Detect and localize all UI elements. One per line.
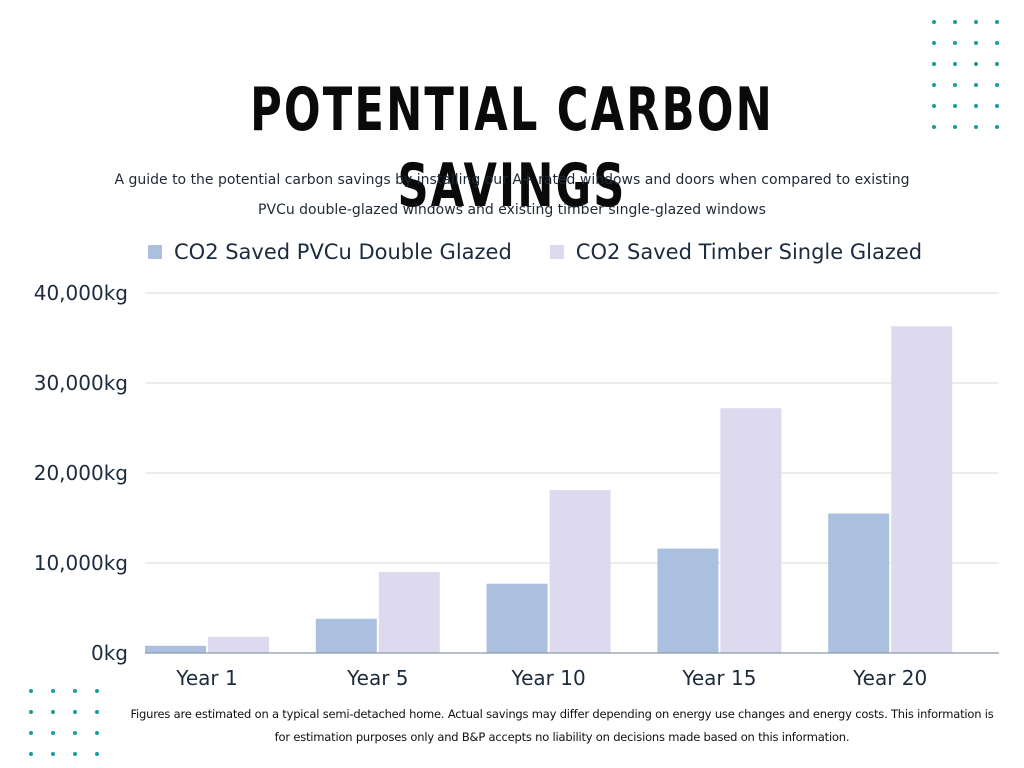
decorative-dot — [932, 125, 936, 129]
legend-item-timber: CO2 Saved Timber Single Glazed — [549, 240, 923, 264]
decorative-dot — [29, 710, 33, 714]
bar-timber-single-glazed — [378, 572, 440, 653]
footnote-line-2: for estimation purposes only and B&P acc… — [274, 730, 850, 744]
decorative-dot — [974, 41, 978, 45]
y-tick-label: 40,000kg — [34, 281, 128, 305]
decorative-dot — [953, 62, 957, 66]
decorative-dot — [51, 689, 55, 693]
decorative-dot — [974, 104, 978, 108]
bar-timber-single-glazed — [720, 408, 782, 653]
x-tick-label: Year 20 — [852, 666, 927, 690]
decorative-dot — [953, 125, 957, 129]
decorative-dot — [995, 125, 999, 129]
decorative-dot — [953, 41, 957, 45]
bar-timber-single-glazed — [208, 636, 269, 653]
decorative-dot — [974, 62, 978, 66]
bar-timber-single-glazed — [549, 490, 611, 653]
subtitle: A guide to the potential carbon savings … — [40, 165, 984, 225]
chart-legend: CO2 Saved PVCu Double Glazed CO2 Saved T… — [148, 240, 960, 264]
y-tick-label: 10,000kg — [34, 551, 128, 575]
decorative-dot — [73, 689, 77, 693]
page-title: POTENTIAL CARBON SAVINGS — [250, 75, 774, 221]
decorative-dot — [974, 83, 978, 87]
y-tick-label: 30,000kg — [34, 371, 128, 395]
bar-pvcu-double-glazed — [145, 645, 206, 653]
bar-timber-single-glazed — [891, 326, 953, 653]
decorative-dot — [29, 689, 33, 693]
footnote-line-1: Figures are estimated on a typical semi-… — [130, 707, 994, 721]
decorative-dot — [29, 752, 33, 756]
decorative-dot — [953, 83, 957, 87]
decorative-dot — [995, 62, 999, 66]
decorative-dot — [51, 731, 55, 735]
decorative-dot — [932, 20, 936, 24]
subtitle-line-2: PVCu double-glazed windows and existing … — [258, 202, 766, 218]
footnote: Figures are estimated on a typical semi-… — [110, 703, 1014, 749]
decorative-dot — [73, 752, 77, 756]
decorative-dot — [974, 125, 978, 129]
y-tick-label: 0kg — [91, 641, 128, 665]
decorative-dot — [73, 731, 77, 735]
decorative-dot — [932, 41, 936, 45]
decorative-dot — [95, 731, 99, 735]
decorative-dot — [95, 752, 99, 756]
decorative-dot — [73, 710, 77, 714]
decorative-dot — [995, 41, 999, 45]
decorative-dot — [29, 731, 33, 735]
bar-pvcu-double-glazed — [828, 513, 890, 653]
legend-item-pvcu: CO2 Saved PVCu Double Glazed — [148, 240, 512, 264]
decorative-dot — [932, 62, 936, 66]
bar-pvcu-double-glazed — [315, 618, 377, 653]
decorative-dot-grid-bottom — [29, 689, 99, 756]
legend-label-timber: CO2 Saved Timber Single Glazed — [575, 240, 923, 264]
x-tick-label: Year 5 — [346, 666, 408, 690]
decorative-dot — [953, 20, 957, 24]
decorative-dot — [995, 20, 999, 24]
x-tick-label: Year 1 — [175, 666, 237, 690]
bar-chart: 0kg 10,000kg 20,000kg 30,000kg 40,000kg Year … — [34, 281, 999, 690]
legend-swatch-timber — [549, 245, 564, 259]
decorative-dot — [95, 689, 99, 693]
subtitle-line-1: A guide to the potential carbon savings … — [114, 172, 910, 188]
decorative-dot — [51, 752, 55, 756]
legend-label-pvcu: CO2 Saved PVCu Double Glazed — [174, 240, 512, 264]
decorative-dot-grid-top — [932, 20, 999, 129]
decorative-dot — [995, 104, 999, 108]
x-tick-label: Year 10 — [511, 666, 586, 690]
decorative-dot — [51, 710, 55, 714]
decorative-dot — [953, 104, 957, 108]
y-tick-label: 20,000kg — [34, 461, 128, 485]
decorative-dot — [995, 83, 999, 87]
decorative-dot — [95, 710, 99, 714]
legend-swatch-pvcu — [148, 245, 162, 259]
bar-pvcu-double-glazed — [486, 583, 548, 653]
decorative-dot — [932, 83, 936, 87]
decorative-dot — [974, 20, 978, 24]
x-tick-label: Year 15 — [681, 666, 756, 690]
decorative-dot — [932, 104, 936, 108]
bar-pvcu-double-glazed — [657, 548, 719, 653]
